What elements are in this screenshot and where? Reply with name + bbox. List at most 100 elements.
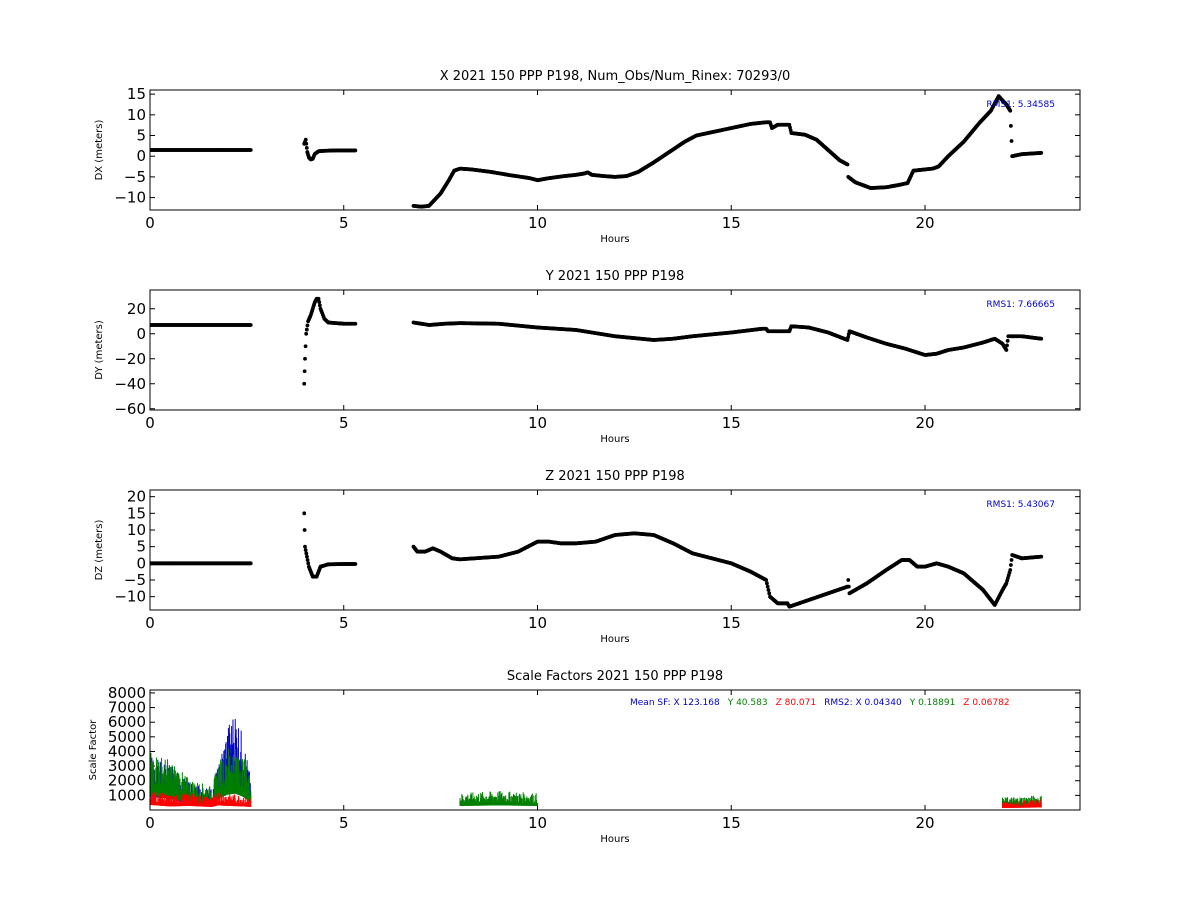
y-tick-label: 20 [127, 300, 146, 318]
data-point [1005, 343, 1009, 348]
data-point [317, 300, 322, 304]
data-point [353, 148, 358, 153]
data-point [845, 162, 850, 167]
y-tick-label: 8000 [108, 684, 146, 702]
x-tick-label: 5 [339, 814, 349, 832]
data-series [150, 561, 253, 566]
data-point [248, 561, 253, 566]
data-point [248, 148, 253, 152]
data-point [353, 562, 358, 566]
y-tick-label: 10 [127, 106, 146, 124]
y-tick-label: 5000 [108, 728, 146, 746]
data-point [1004, 348, 1009, 352]
data-point [846, 584, 851, 589]
data-point [1008, 568, 1013, 572]
x-tick-label: 20 [915, 214, 934, 232]
data-series [411, 94, 1044, 209]
y-tick-label: −60 [114, 400, 146, 418]
y-tick-label: 0 [136, 325, 146, 343]
rms-annotation: RMS1: 5.34585 [986, 100, 1055, 110]
data-point [764, 578, 769, 582]
data-point [353, 321, 358, 326]
x-tick-label: 0 [145, 814, 155, 832]
x-axis-label: Hours [600, 234, 629, 245]
data-point [302, 528, 307, 532]
y-tick-label: 0 [136, 147, 146, 165]
x-tick-label: 15 [722, 214, 741, 232]
y-tick-label: −40 [114, 375, 146, 393]
x-axis-label: Hours [600, 834, 629, 845]
data-point [302, 381, 307, 386]
y-tick-label: 10 [127, 521, 146, 539]
data-point [1009, 558, 1014, 562]
x-tick-label: 0 [145, 214, 155, 232]
plot-area [150, 296, 1044, 386]
y-tick-label: 7000 [108, 699, 146, 717]
y-tick-label: 4000 [108, 742, 146, 760]
data-point [1008, 563, 1013, 567]
data-point [845, 338, 850, 342]
data-series [302, 296, 358, 386]
x-tick-label: 20 [915, 814, 934, 832]
data-point [305, 554, 309, 559]
axes-frame [149, 289, 1081, 411]
data-point [303, 344, 308, 349]
y-tick-label: −20 [114, 350, 146, 368]
y-tick-label: 3000 [108, 757, 146, 775]
data-point [1005, 338, 1010, 343]
y-tick-label: 20 [127, 488, 146, 506]
y-tick-label: 0 [136, 554, 146, 572]
panel-scale-factors: Scale Factors 2021 150 PPP P198 Hours Scal… [88, 669, 1081, 845]
x-axis-label: Hours [600, 634, 629, 645]
x-tick-label: 5 [339, 614, 349, 632]
chart-title: Scale Factors 2021 150 PPP P198 [507, 669, 723, 684]
data-series [150, 323, 253, 327]
chart-title: Y 2021 150 PPP P198 [545, 269, 685, 284]
data-point [1008, 123, 1013, 128]
data-point [306, 561, 311, 566]
x-tick-label: 0 [145, 414, 155, 432]
data-point [1009, 139, 1014, 143]
data-point [1008, 108, 1013, 113]
axes-frame [149, 489, 1081, 611]
x-tick-label: 5 [339, 214, 349, 232]
axes-frame [149, 89, 1081, 211]
y-tick-label: −10 [114, 189, 146, 207]
data-point [846, 578, 851, 582]
data-point [304, 331, 309, 336]
y-tick-label: 6000 [108, 713, 146, 731]
data-point [767, 591, 772, 596]
y-tick-label: 15 [127, 504, 146, 522]
x-tick-label: 15 [722, 414, 741, 432]
data-point [766, 588, 771, 592]
data-series [302, 511, 358, 579]
data-point [846, 335, 851, 339]
data-point [304, 327, 309, 332]
data-series [411, 531, 1044, 609]
data-point [316, 296, 321, 301]
data-point [305, 558, 310, 562]
y-tick-label: 2000 [108, 772, 146, 790]
x-tick-label: 5 [339, 414, 349, 432]
y-tick-label: −10 [114, 588, 146, 606]
series-z [150, 791, 1042, 808]
data-point [304, 141, 309, 146]
x-tick-label: 10 [528, 214, 547, 232]
x-tick-label: 20 [915, 614, 934, 632]
data-point [303, 137, 308, 142]
rms-annotation: RMS1: 5.43067 [986, 500, 1055, 510]
y-axis-label: DZ (meters) [94, 519, 105, 580]
data-point [317, 303, 322, 308]
plot-area [150, 718, 1042, 808]
x-tick-label: 20 [915, 414, 934, 432]
data-point [765, 581, 769, 586]
data-point [302, 511, 307, 516]
data-point [303, 548, 308, 552]
rms-annotation: RMS1: 7.66665 [986, 300, 1055, 310]
data-point [248, 323, 253, 327]
y-tick-label: 1000 [108, 786, 146, 804]
x-tick-label: 10 [528, 814, 547, 832]
x-axis-label: Hours [600, 434, 629, 445]
